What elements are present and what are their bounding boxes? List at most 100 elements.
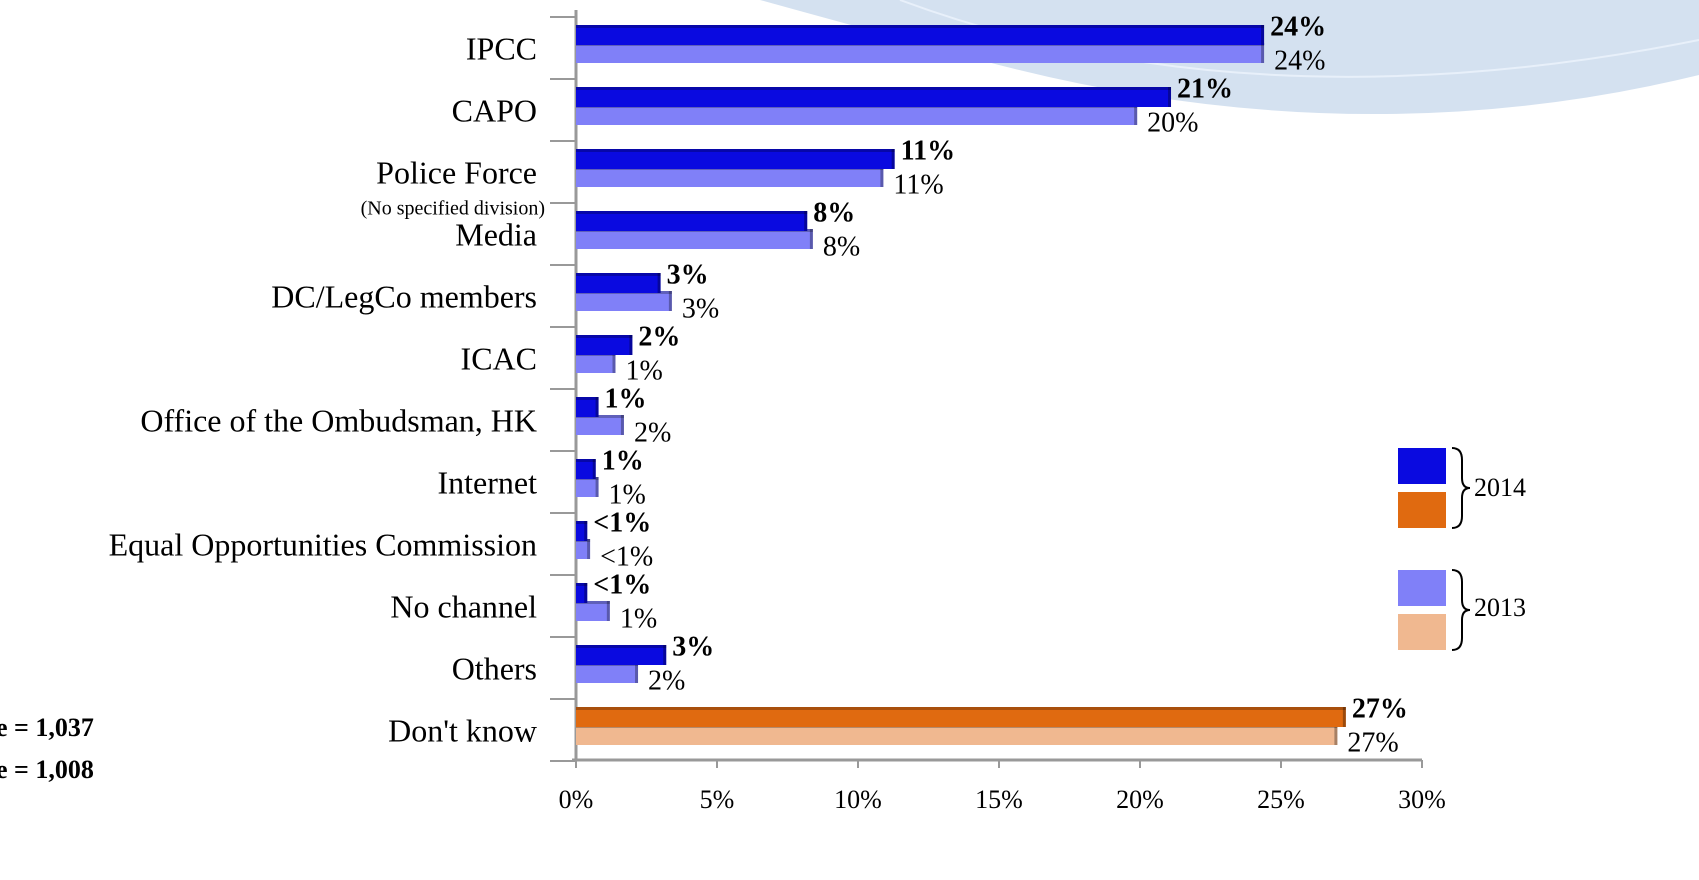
note: e = 1,037 bbox=[0, 713, 94, 742]
x-tick-label: 25% bbox=[1257, 785, 1305, 814]
bar-end bbox=[1261, 25, 1265, 45]
bar-edge bbox=[576, 273, 661, 276]
value-label: 11% bbox=[901, 135, 955, 166]
bar-edge bbox=[576, 459, 596, 462]
bar bbox=[576, 477, 599, 497]
value-label: <1% bbox=[600, 541, 653, 572]
x-tick-label: 30% bbox=[1398, 785, 1446, 814]
bar bbox=[576, 291, 672, 311]
category-label: Police Force bbox=[376, 154, 537, 190]
bar bbox=[576, 725, 1338, 745]
legend-swatch bbox=[1398, 570, 1446, 606]
legend-brace bbox=[1451, 569, 1471, 651]
bar-edge bbox=[576, 415, 624, 418]
bar bbox=[576, 353, 616, 373]
category-label: Office of the Ombudsman, HK bbox=[140, 402, 537, 438]
bar-edge bbox=[576, 601, 610, 604]
value-label: 24% bbox=[1274, 45, 1325, 76]
bar bbox=[576, 87, 1172, 107]
legend-brace bbox=[1451, 447, 1471, 529]
bar-edge bbox=[576, 335, 633, 338]
value-label: 8% bbox=[823, 231, 860, 262]
value-label: <1% bbox=[593, 507, 651, 538]
bar bbox=[576, 583, 588, 603]
x-tick-label: 0% bbox=[559, 785, 594, 814]
category-label: CAPO bbox=[452, 92, 537, 128]
x-tick-label: 20% bbox=[1116, 785, 1164, 814]
value-label: 20% bbox=[1147, 107, 1198, 138]
bar bbox=[576, 601, 610, 621]
legend-swatch bbox=[1398, 614, 1446, 650]
value-label: 1% bbox=[609, 479, 646, 510]
bar bbox=[576, 229, 813, 249]
bar-end bbox=[595, 397, 599, 417]
legend-label: 2014 bbox=[1474, 473, 1526, 502]
bar bbox=[576, 459, 596, 479]
value-label: 24% bbox=[1270, 11, 1326, 42]
bar-edge bbox=[576, 583, 588, 586]
category-label: Others bbox=[452, 650, 537, 686]
bar-end bbox=[1342, 707, 1346, 727]
category-label: ICAC bbox=[461, 340, 537, 376]
bar-end bbox=[880, 167, 884, 187]
value-label: 27% bbox=[1347, 727, 1398, 758]
bar bbox=[576, 397, 599, 417]
bar bbox=[576, 707, 1346, 727]
category-label: IPCC bbox=[466, 30, 537, 66]
bar-end bbox=[606, 601, 610, 621]
bar bbox=[576, 663, 639, 683]
bar bbox=[576, 539, 591, 559]
value-label: 1% bbox=[605, 383, 647, 414]
category-label: DC/LegCo members bbox=[271, 278, 537, 314]
bar-end bbox=[657, 273, 661, 293]
value-label: 3% bbox=[672, 631, 714, 662]
bar bbox=[576, 149, 895, 169]
bar-end bbox=[584, 583, 588, 603]
value-label: <1% bbox=[593, 569, 651, 600]
bar-end bbox=[595, 477, 599, 497]
x-tick-label: 15% bbox=[975, 785, 1023, 814]
bar bbox=[576, 25, 1265, 45]
bar bbox=[576, 335, 633, 355]
bar bbox=[576, 645, 667, 665]
bar-end bbox=[1261, 43, 1265, 63]
category-note: (No specified division) bbox=[361, 198, 545, 220]
value-label: 27% bbox=[1352, 693, 1408, 724]
bar-end bbox=[584, 521, 588, 541]
category-label: Internet bbox=[438, 464, 538, 500]
bar-end bbox=[809, 229, 813, 249]
value-label: 1% bbox=[602, 445, 644, 476]
bar-end bbox=[1334, 725, 1338, 745]
bar-end bbox=[592, 459, 596, 479]
value-label: 1% bbox=[625, 355, 662, 386]
value-label: 2% bbox=[638, 321, 680, 352]
bar-end bbox=[587, 539, 591, 559]
bar-edge bbox=[576, 149, 895, 152]
x-tick-label: 10% bbox=[834, 785, 882, 814]
bar-edge bbox=[576, 211, 808, 214]
bar-end bbox=[629, 335, 633, 355]
bar-end bbox=[804, 211, 808, 231]
bar-edge bbox=[576, 25, 1265, 28]
bar bbox=[576, 521, 588, 541]
value-label: 21% bbox=[1177, 73, 1233, 104]
bar-edge bbox=[576, 87, 1172, 90]
category-label: Media bbox=[455, 216, 537, 252]
bar-end bbox=[668, 291, 672, 311]
bar-edge bbox=[576, 521, 588, 524]
bar-edge bbox=[576, 645, 667, 648]
bar-edge bbox=[576, 707, 1346, 710]
value-label: 2% bbox=[648, 665, 685, 696]
bar-end bbox=[620, 415, 624, 435]
bar-end bbox=[612, 353, 616, 373]
category-label: Equal Opportunities Commission bbox=[109, 526, 537, 562]
value-label: 3% bbox=[682, 293, 719, 324]
bar bbox=[576, 211, 808, 231]
x-tick-label: 5% bbox=[700, 785, 735, 814]
bar bbox=[576, 43, 1265, 63]
bar-end bbox=[663, 645, 667, 665]
legend-swatch bbox=[1398, 448, 1446, 484]
bar bbox=[576, 273, 661, 293]
legend-swatch bbox=[1398, 492, 1446, 528]
